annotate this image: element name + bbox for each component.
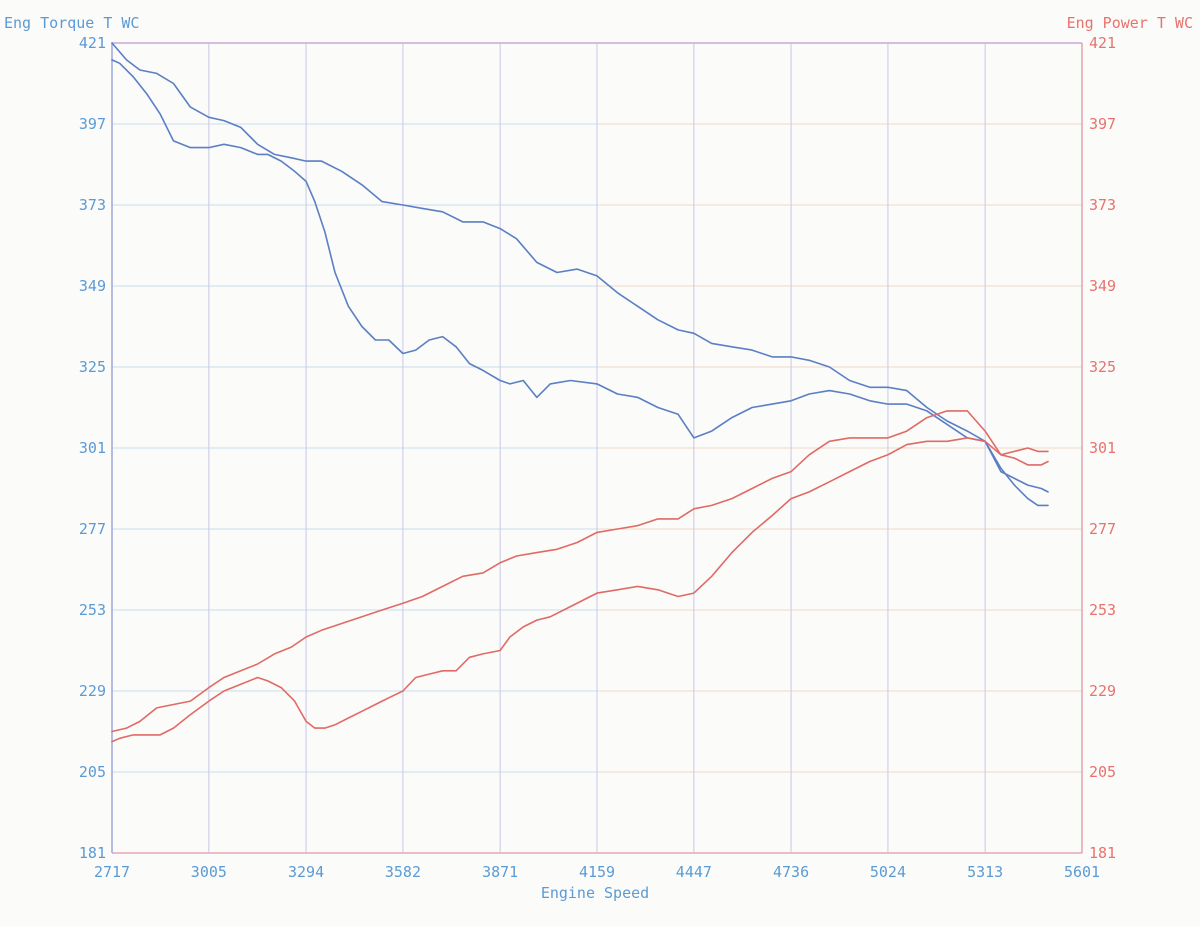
x-tick-label: 4159	[579, 863, 615, 881]
x-tick-label: 3005	[191, 863, 227, 881]
y-tick-label-right: 205	[1089, 763, 1116, 781]
y-tick-label-right: 253	[1089, 601, 1116, 619]
y-tick-label-left: 253	[79, 601, 106, 619]
x-tick-label: 4447	[676, 863, 712, 881]
torque-series-line-1	[111, 42, 1049, 493]
x-tick-label: 4736	[773, 863, 809, 881]
y-tick-label-left: 397	[79, 115, 106, 133]
y-tick-label-right: 301	[1089, 439, 1116, 457]
ticks: 181 205 229 253 277 301 325 349 373 397 421 181 205 2…	[79, 34, 1116, 881]
y-tick-label-right: 277	[1089, 520, 1116, 538]
x-tick-label: 3294	[288, 863, 324, 881]
y-tick-label-right: 181	[1089, 844, 1116, 862]
grid	[111, 42, 1083, 854]
y-axis-left-title: Eng Torque T WC	[4, 14, 139, 32]
y-tick-label-left: 373	[79, 196, 106, 214]
x-axis-title: Engine Speed	[541, 884, 649, 902]
y-axis-right-title: Eng Power T WC	[1067, 14, 1193, 32]
y-tick-label-left: 205	[79, 763, 106, 781]
x-tick-label: 3582	[385, 863, 421, 881]
x-tick-label: 5601	[1064, 863, 1100, 881]
y-tick-label-left: 421	[79, 34, 106, 52]
x-tick-label: 3871	[482, 863, 518, 881]
torque-series-line-2	[111, 59, 1049, 507]
power-series-line-1	[111, 410, 1049, 733]
y-tick-label-right: 373	[1089, 196, 1116, 214]
y-tick-label-left: 301	[79, 439, 106, 457]
y-tick-label-right: 325	[1089, 358, 1116, 376]
y-tick-label-right: 229	[1089, 682, 1116, 700]
y-tick-label-right: 349	[1089, 277, 1116, 295]
power-series-line-2	[111, 437, 1049, 743]
y-tick-label-left: 325	[79, 358, 106, 376]
y-tick-label-left: 277	[79, 520, 106, 538]
y-tick-label-left: 181	[79, 844, 106, 862]
y-tick-label-right: 421	[1089, 34, 1116, 52]
x-tick-label: 2717	[94, 863, 130, 881]
series-layer	[111, 42, 1049, 743]
x-tick-label: 5024	[870, 863, 906, 881]
y-tick-label-right: 397	[1089, 115, 1116, 133]
x-tick-label: 5313	[967, 863, 1003, 881]
y-tick-label-left: 229	[79, 682, 106, 700]
y-tick-label-left: 349	[79, 277, 106, 295]
